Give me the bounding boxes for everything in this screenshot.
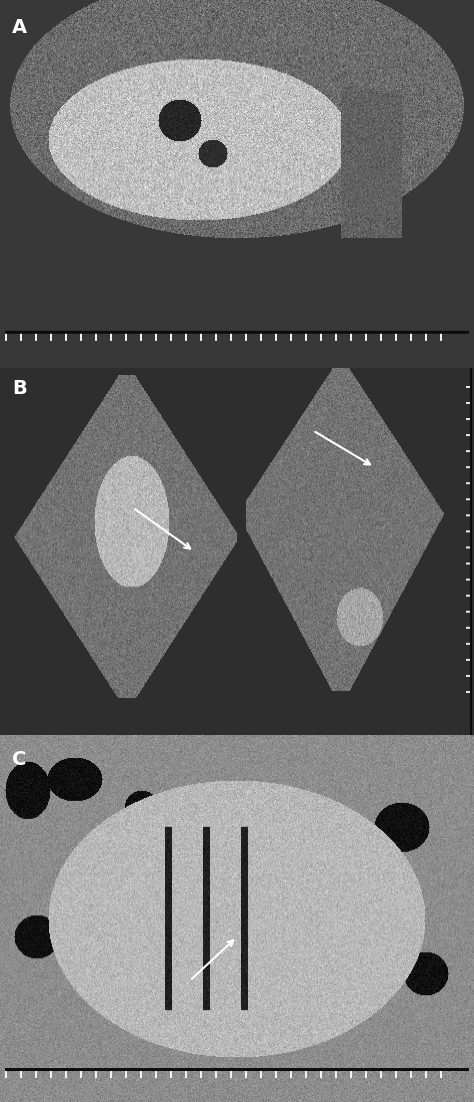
Text: A: A <box>12 19 27 37</box>
Text: C: C <box>12 749 26 769</box>
Text: B: B <box>12 379 27 398</box>
